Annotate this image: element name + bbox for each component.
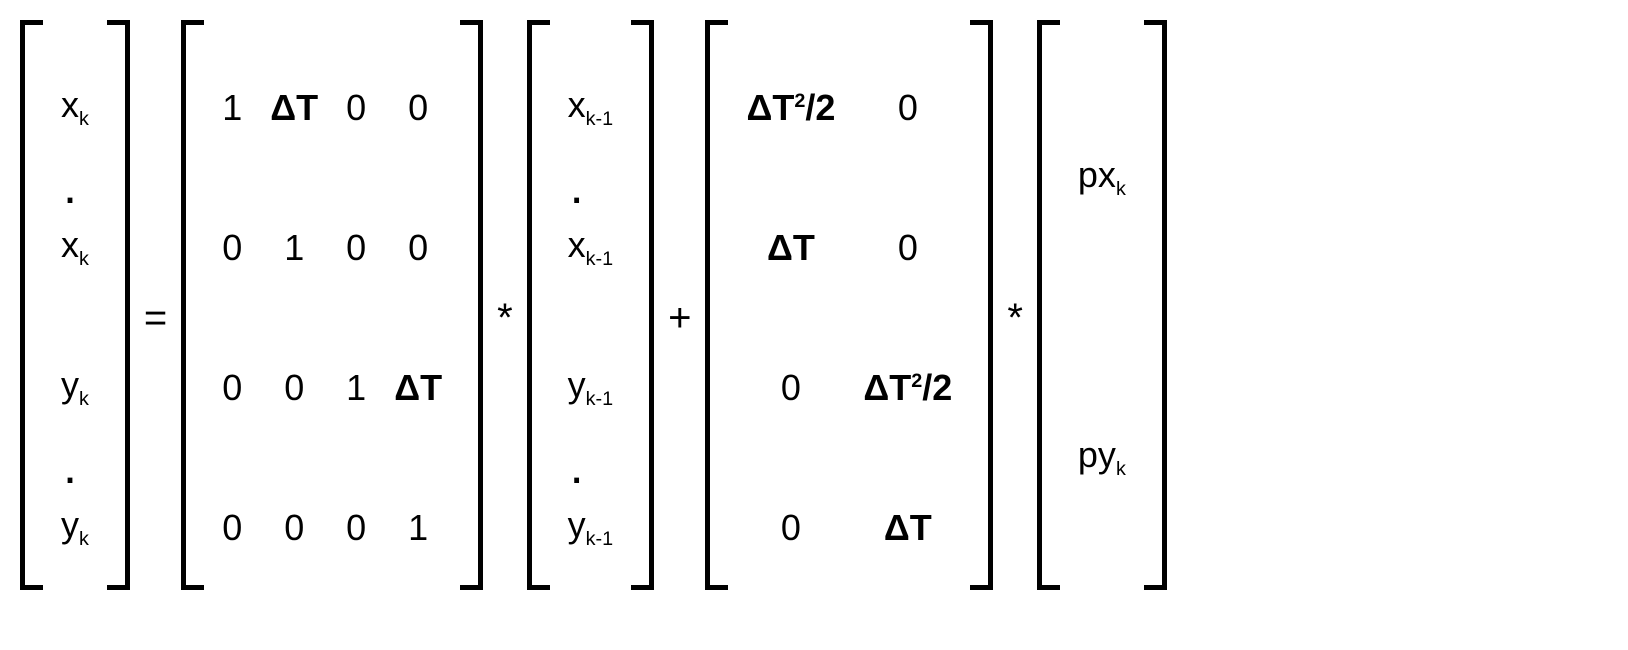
b-0-1: 0 bbox=[898, 87, 918, 129]
a-3-3: 1 bbox=[408, 507, 428, 549]
right-bracket bbox=[970, 20, 993, 590]
right-bracket bbox=[107, 20, 130, 590]
a-0-0: 1 bbox=[222, 87, 242, 129]
state-k-vector: xk xk yk yk bbox=[20, 20, 130, 616]
a-grid: 1 ΔT 0 0 0 1 0 0 0 0 1 ΔT 0 0 0 1 bbox=[212, 20, 452, 616]
a-0-2: 0 bbox=[346, 87, 366, 129]
b-3-1: ΔT bbox=[884, 507, 932, 549]
left-bracket bbox=[527, 20, 550, 590]
a-matrix: 1 ΔT 0 0 0 1 0 0 0 0 1 ΔT 0 0 0 1 bbox=[181, 20, 483, 616]
state-km1-2: yk-1 bbox=[568, 364, 613, 411]
a-2-3: ΔT bbox=[394, 367, 442, 409]
left-bracket bbox=[20, 20, 43, 590]
right-bracket bbox=[1144, 20, 1167, 590]
a-2-0: 0 bbox=[222, 367, 242, 409]
state-k-0: xk bbox=[61, 84, 89, 131]
state-km1-1: xk-1 bbox=[568, 224, 613, 271]
a-3-2: 0 bbox=[346, 507, 366, 549]
left-bracket bbox=[1037, 20, 1060, 590]
left-bracket bbox=[181, 20, 204, 590]
right-bracket bbox=[631, 20, 654, 590]
state-km1-vector: xk-1 xk-1 yk-1 yk-1 bbox=[527, 20, 654, 616]
noise-1: pyk bbox=[1078, 434, 1126, 481]
state-km1-3: yk-1 bbox=[568, 504, 613, 551]
b-matrix: ΔT2/2 0 ΔT 0 0 ΔT2/2 0 ΔT bbox=[705, 20, 993, 616]
b-1-0: ΔT bbox=[767, 227, 815, 269]
a-1-3: 0 bbox=[408, 227, 428, 269]
right-bracket bbox=[460, 20, 483, 590]
a-3-1: 0 bbox=[284, 507, 304, 549]
state-km1-column: xk-1 xk-1 yk-1 yk-1 bbox=[558, 20, 623, 616]
noise-column: pxk pyk bbox=[1068, 20, 1136, 616]
left-bracket bbox=[705, 20, 728, 590]
state-k-3: yk bbox=[61, 504, 89, 551]
a-1-0: 0 bbox=[222, 227, 242, 269]
state-k-column: xk xk yk yk bbox=[51, 20, 99, 616]
a-0-1: ΔT bbox=[270, 87, 318, 129]
state-km1-0: xk-1 bbox=[568, 84, 613, 131]
b-grid: ΔT2/2 0 ΔT 0 0 ΔT2/2 0 ΔT bbox=[736, 20, 962, 616]
multiply-sign-2: * bbox=[993, 296, 1037, 341]
a-1-1: 1 bbox=[284, 227, 304, 269]
a-1-2: 0 bbox=[346, 227, 366, 269]
b-0-0: ΔT2/2 bbox=[746, 87, 835, 129]
a-0-3: 0 bbox=[408, 87, 428, 129]
equals-sign: = bbox=[130, 296, 181, 341]
a-2-2: 1 bbox=[346, 367, 366, 409]
b-3-0: 0 bbox=[781, 507, 801, 549]
state-k-1: xk bbox=[61, 224, 89, 271]
a-3-0: 0 bbox=[222, 507, 242, 549]
noise-vector: pxk pyk bbox=[1037, 20, 1167, 616]
b-2-0: 0 bbox=[781, 367, 801, 409]
noise-0: pxk bbox=[1078, 154, 1126, 201]
b-2-1: ΔT2/2 bbox=[863, 367, 952, 409]
b-1-1: 0 bbox=[898, 227, 918, 269]
plus-sign: + bbox=[654, 296, 705, 341]
kalman-state-equation: xk xk yk yk = 1 ΔT 0 0 0 1 0 0 0 0 1 ΔT … bbox=[20, 20, 1608, 616]
state-k-2: yk bbox=[61, 364, 89, 411]
a-2-1: 0 bbox=[284, 367, 304, 409]
multiply-sign-1: * bbox=[483, 296, 527, 341]
